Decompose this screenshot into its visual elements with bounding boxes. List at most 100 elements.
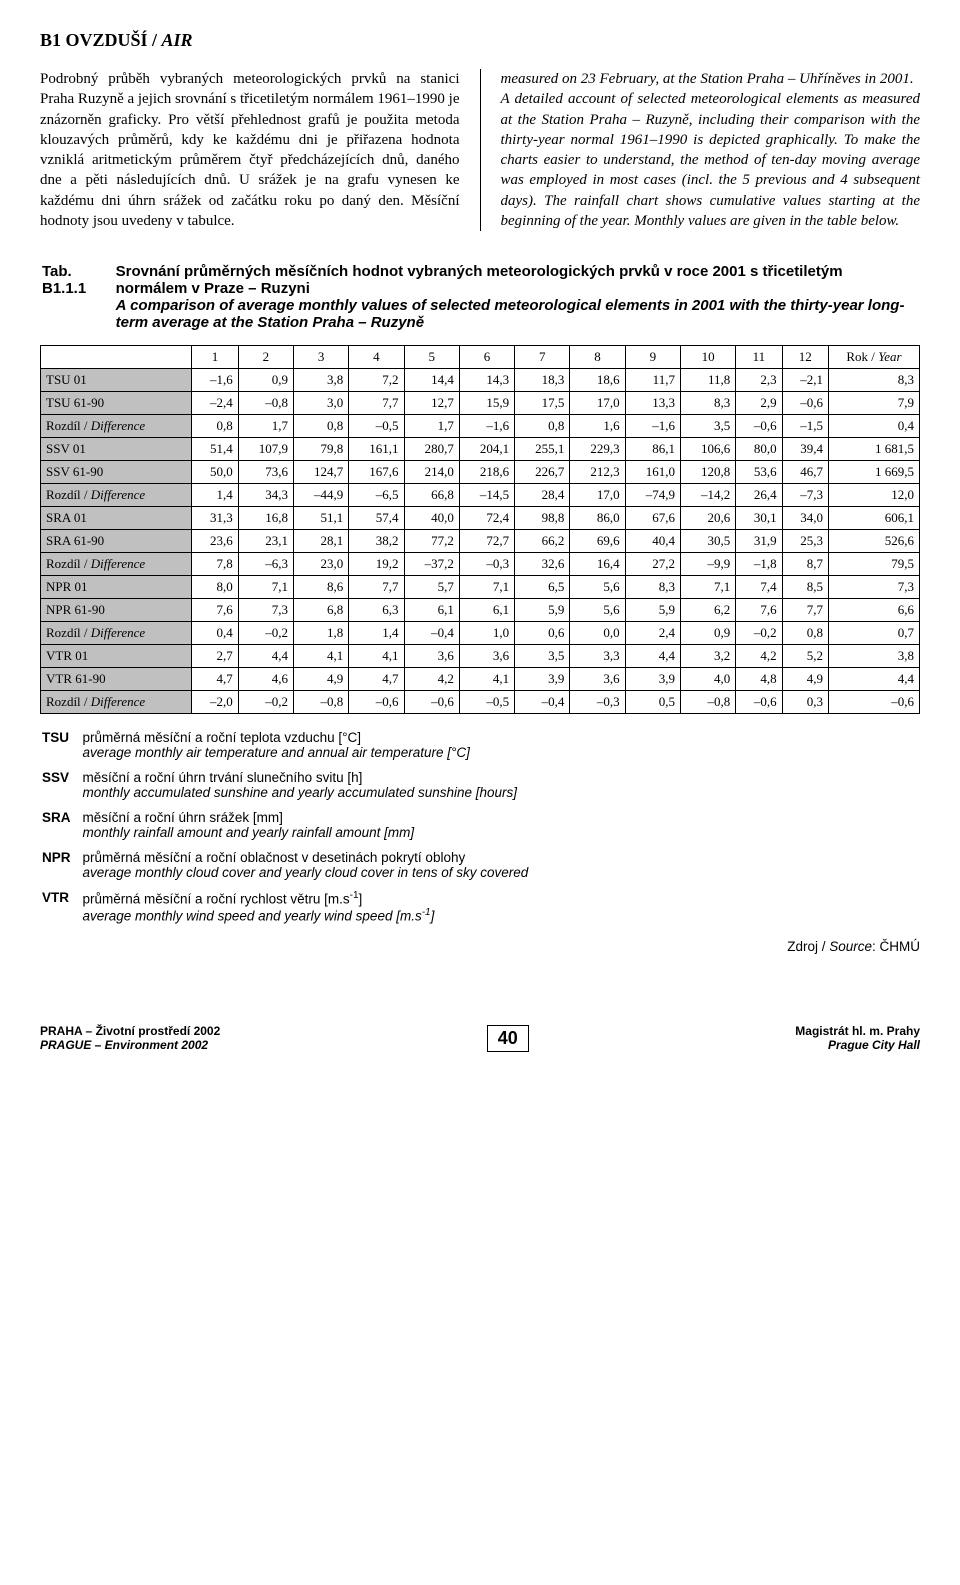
row-label: SSV 01 [41,438,192,461]
data-cell: –37,2 [404,553,459,576]
data-cell: 7,7 [349,392,404,415]
data-cell: –0,8 [680,691,735,714]
footer-left: PRAHA – Životní prostředí 2002 PRAGUE – … [40,1024,220,1052]
data-cell: –0,4 [515,691,570,714]
data-cell: 66,2 [515,530,570,553]
table-row: SRA 0131,316,851,157,440,072,498,886,067… [41,507,920,530]
para-cz: Podrobný průběh vybraných meteorologický… [40,69,460,231]
table-row: TSU 61-90–2,4–0,83,07,712,715,917,517,01… [41,392,920,415]
data-cell: 72,4 [459,507,514,530]
data-cell: 3,8 [293,369,348,392]
row-label: Rozdíl / Difference [41,484,192,507]
data-cell: –2,1 [782,369,828,392]
data-cell: 5,7 [404,576,459,599]
data-cell: 5,6 [570,599,625,622]
data-cell: 17,0 [570,484,625,507]
data-cell: 73,6 [238,461,293,484]
data-cell: 1,7 [404,415,459,438]
table-header-cell: 12 [782,346,828,369]
data-cell: 7,6 [736,599,782,622]
legend-desc-cz: měsíční a roční úhrn srážek [mm] [83,810,529,825]
data-cell: 3,5 [515,645,570,668]
data-cell: 51,4 [192,438,238,461]
data-cell: –0,8 [293,691,348,714]
data-cell: –14,2 [680,484,735,507]
data-cell: 39,4 [782,438,828,461]
data-cell: –6,3 [238,553,293,576]
table-title-en: A comparison of average monthly values o… [116,297,914,331]
row-label: Rozdíl / Difference [41,415,192,438]
data-cell: 17,5 [515,392,570,415]
data-cell: –0,2 [238,622,293,645]
data-cell: 8,0 [192,576,238,599]
data-cell: 8,3 [680,392,735,415]
data-cell: 34,0 [782,507,828,530]
legend-code: SSV [42,770,81,808]
data-cell: –7,3 [782,484,828,507]
data-cell: 31,9 [736,530,782,553]
data-cell: 4,2 [404,668,459,691]
data-cell: 40,0 [404,507,459,530]
data-cell: –0,6 [828,691,919,714]
data-cell: 6,2 [680,599,735,622]
data-cell: –1,5 [782,415,828,438]
data-cell: 1,7 [238,415,293,438]
data-cell: 4,6 [238,668,293,691]
row-label: Rozdíl / Difference [41,553,192,576]
data-cell: 161,0 [625,461,680,484]
data-cell: 2,9 [736,392,782,415]
data-cell: 124,7 [293,461,348,484]
data-cell: 11,8 [680,369,735,392]
data-cell: 66,8 [404,484,459,507]
row-label: VTR 61-90 [41,668,192,691]
data-cell: 4,4 [828,668,919,691]
table-header-cell: 10 [680,346,735,369]
footer-left2: PRAGUE – Environment 2002 [40,1038,208,1052]
data-cell: –0,6 [349,691,404,714]
data-cell: 120,8 [680,461,735,484]
data-cell: 51,1 [293,507,348,530]
table-row: VTR 61-904,74,64,94,74,24,13,93,63,94,04… [41,668,920,691]
row-label: NPR 61-90 [41,599,192,622]
data-cell: 30,1 [736,507,782,530]
data-cell: –0,3 [459,553,514,576]
data-cell: 53,6 [736,461,782,484]
data-cell: –0,6 [782,392,828,415]
data-cell: –1,8 [736,553,782,576]
footer-left1: PRAHA – Životní prostředí 2002 [40,1024,220,1038]
legend-desc: průměrná měsíční a roční oblačnost v des… [83,850,529,888]
data-cell: 3,9 [625,668,680,691]
data-cell: 4,7 [192,668,238,691]
data-cell: –0,8 [238,392,293,415]
header-italic: AIR [162,30,193,50]
data-cell: –44,9 [293,484,348,507]
data-cell: 212,3 [570,461,625,484]
data-cell: 20,6 [680,507,735,530]
legend-code: SRA [42,810,81,848]
data-cell: –2,0 [192,691,238,714]
data-cell: –0,4 [404,622,459,645]
page-number: 40 [487,1025,529,1052]
legend-row: SSVměsíční a roční úhrn trvání slunečníh… [42,770,528,808]
data-cell: 25,3 [782,530,828,553]
data-cell: 5,9 [515,599,570,622]
data-cell: 1 681,5 [828,438,919,461]
data-cell: 3,5 [680,415,735,438]
data-cell: 40,4 [625,530,680,553]
data-cell: 7,8 [192,553,238,576]
data-cell: 23,1 [238,530,293,553]
source-line: Zdroj / Source: ČHMÚ [40,939,920,954]
data-cell: 7,1 [459,576,514,599]
data-cell: 4,1 [349,645,404,668]
data-cell: –0,5 [349,415,404,438]
data-cell: 3,2 [680,645,735,668]
data-cell: 4,9 [782,668,828,691]
data-cell: 26,4 [736,484,782,507]
data-cell: –2,4 [192,392,238,415]
data-cell: 7,3 [828,576,919,599]
legend-desc-cz: průměrná měsíční a roční rychlost větru … [83,890,529,907]
data-cell: –74,9 [625,484,680,507]
data-cell: 6,1 [459,599,514,622]
data-cell: 28,4 [515,484,570,507]
para-en2: A detailed account of selected meteorolo… [501,89,921,231]
